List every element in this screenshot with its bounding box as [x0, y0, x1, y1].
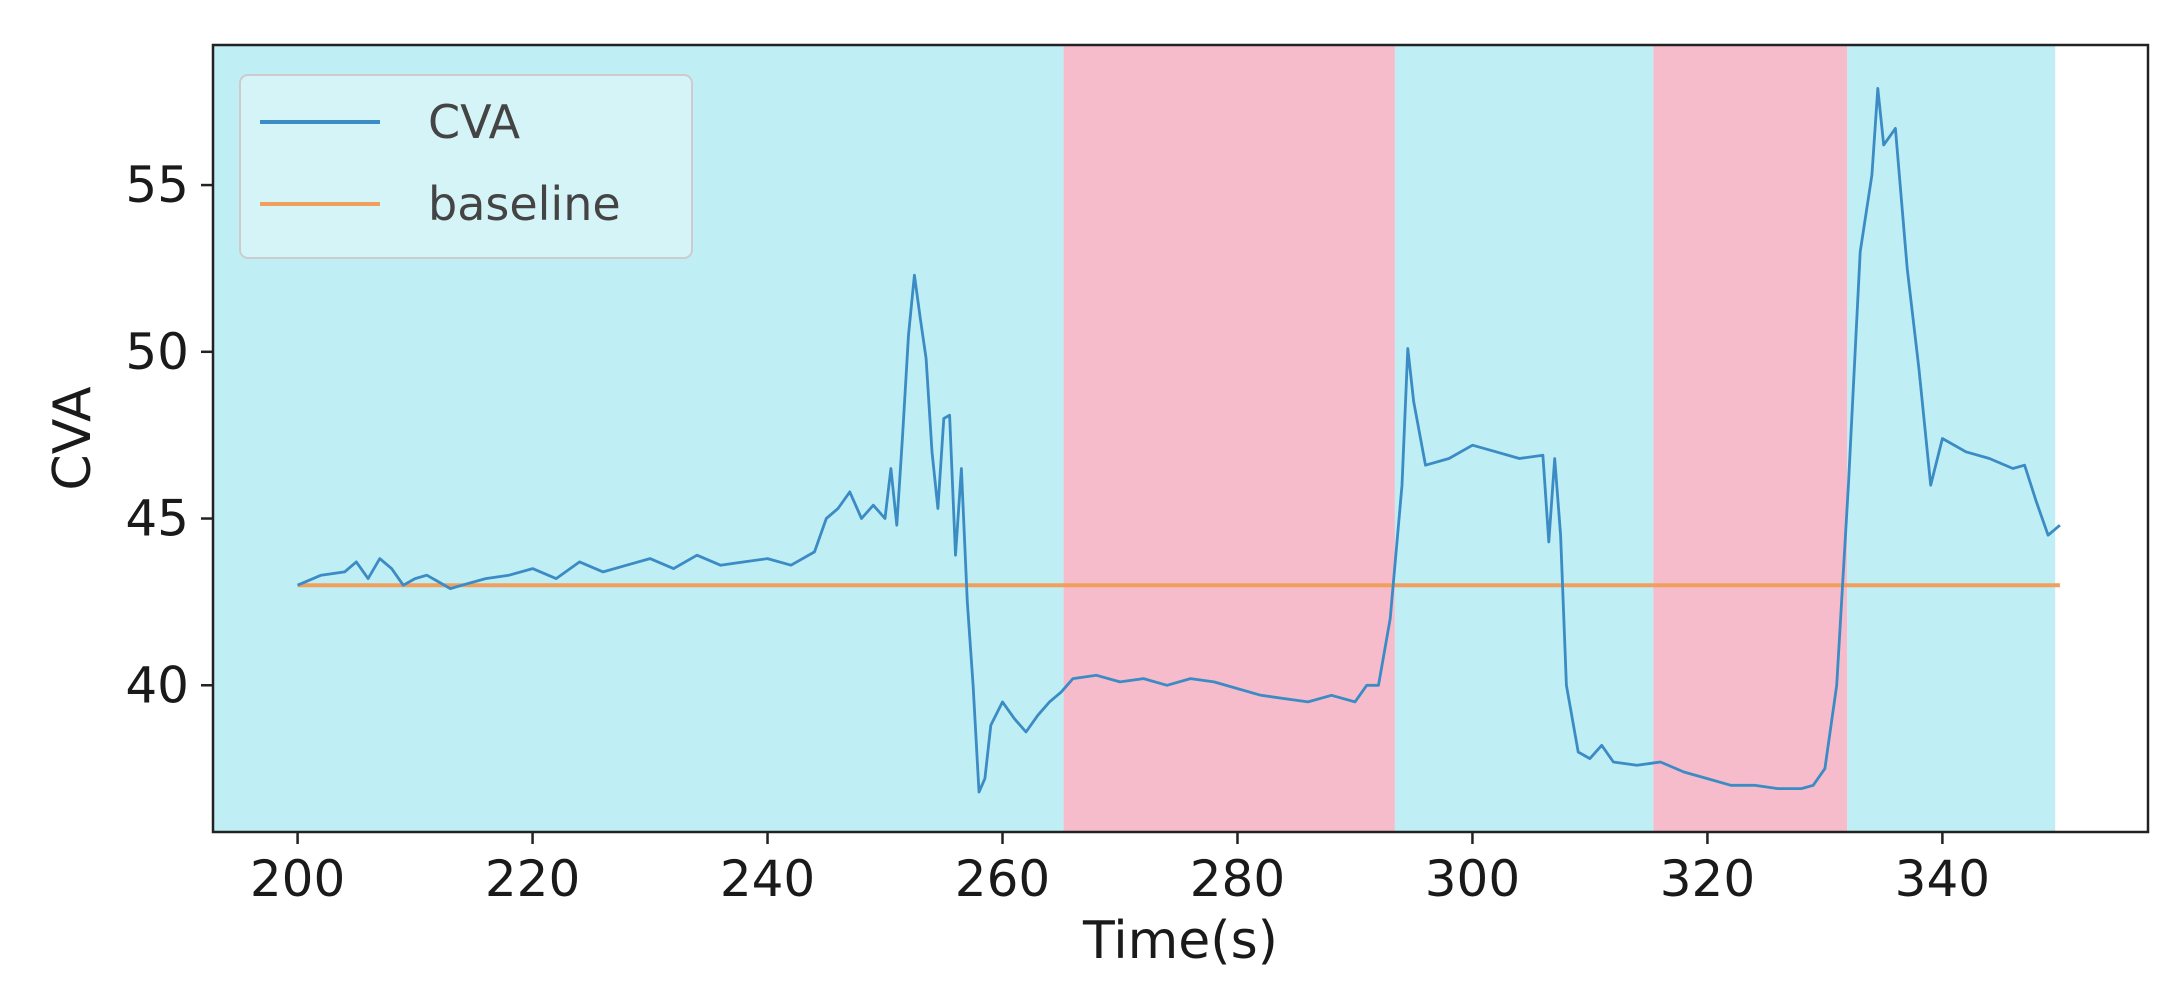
legend: CVA baseline	[239, 74, 693, 259]
y-tick-label: 50	[125, 323, 189, 381]
shaded-regions	[213, 45, 2056, 832]
shaded-region	[1394, 45, 1654, 832]
x-tick-label: 260	[955, 850, 1050, 908]
x-tick-label: 320	[1660, 850, 1755, 908]
y-tick-label: 55	[125, 156, 189, 214]
x-tick-label: 220	[485, 850, 580, 908]
x-tick-label: 300	[1425, 850, 1520, 908]
series-line-cva	[297, 87, 2061, 794]
y-tick-label: 45	[125, 490, 189, 548]
x-tick-label: 240	[720, 850, 815, 908]
y-tick-label: 40	[125, 656, 189, 714]
legend-label-baseline: baseline	[428, 177, 621, 231]
x-tick-label: 200	[250, 850, 345, 908]
shaded-region	[1063, 45, 1395, 832]
shaded-region	[1847, 45, 2056, 832]
series-layer	[297, 87, 2061, 794]
shaded-region	[213, 45, 1064, 832]
x-tick-label: 340	[1895, 850, 1990, 908]
x-tick-label: 280	[1190, 850, 1285, 908]
shaded-region	[1653, 45, 1848, 832]
plot-frame	[211, 43, 2150, 834]
y-axis-label: CVA	[43, 386, 103, 491]
x-axis: 200 220 240 260 280 300 320 340	[250, 832, 1990, 908]
legend-label-cva: CVA	[428, 95, 521, 149]
y-axis: 40 45 50 55	[125, 156, 213, 714]
x-axis-label: Time(s)	[1082, 911, 1278, 971]
